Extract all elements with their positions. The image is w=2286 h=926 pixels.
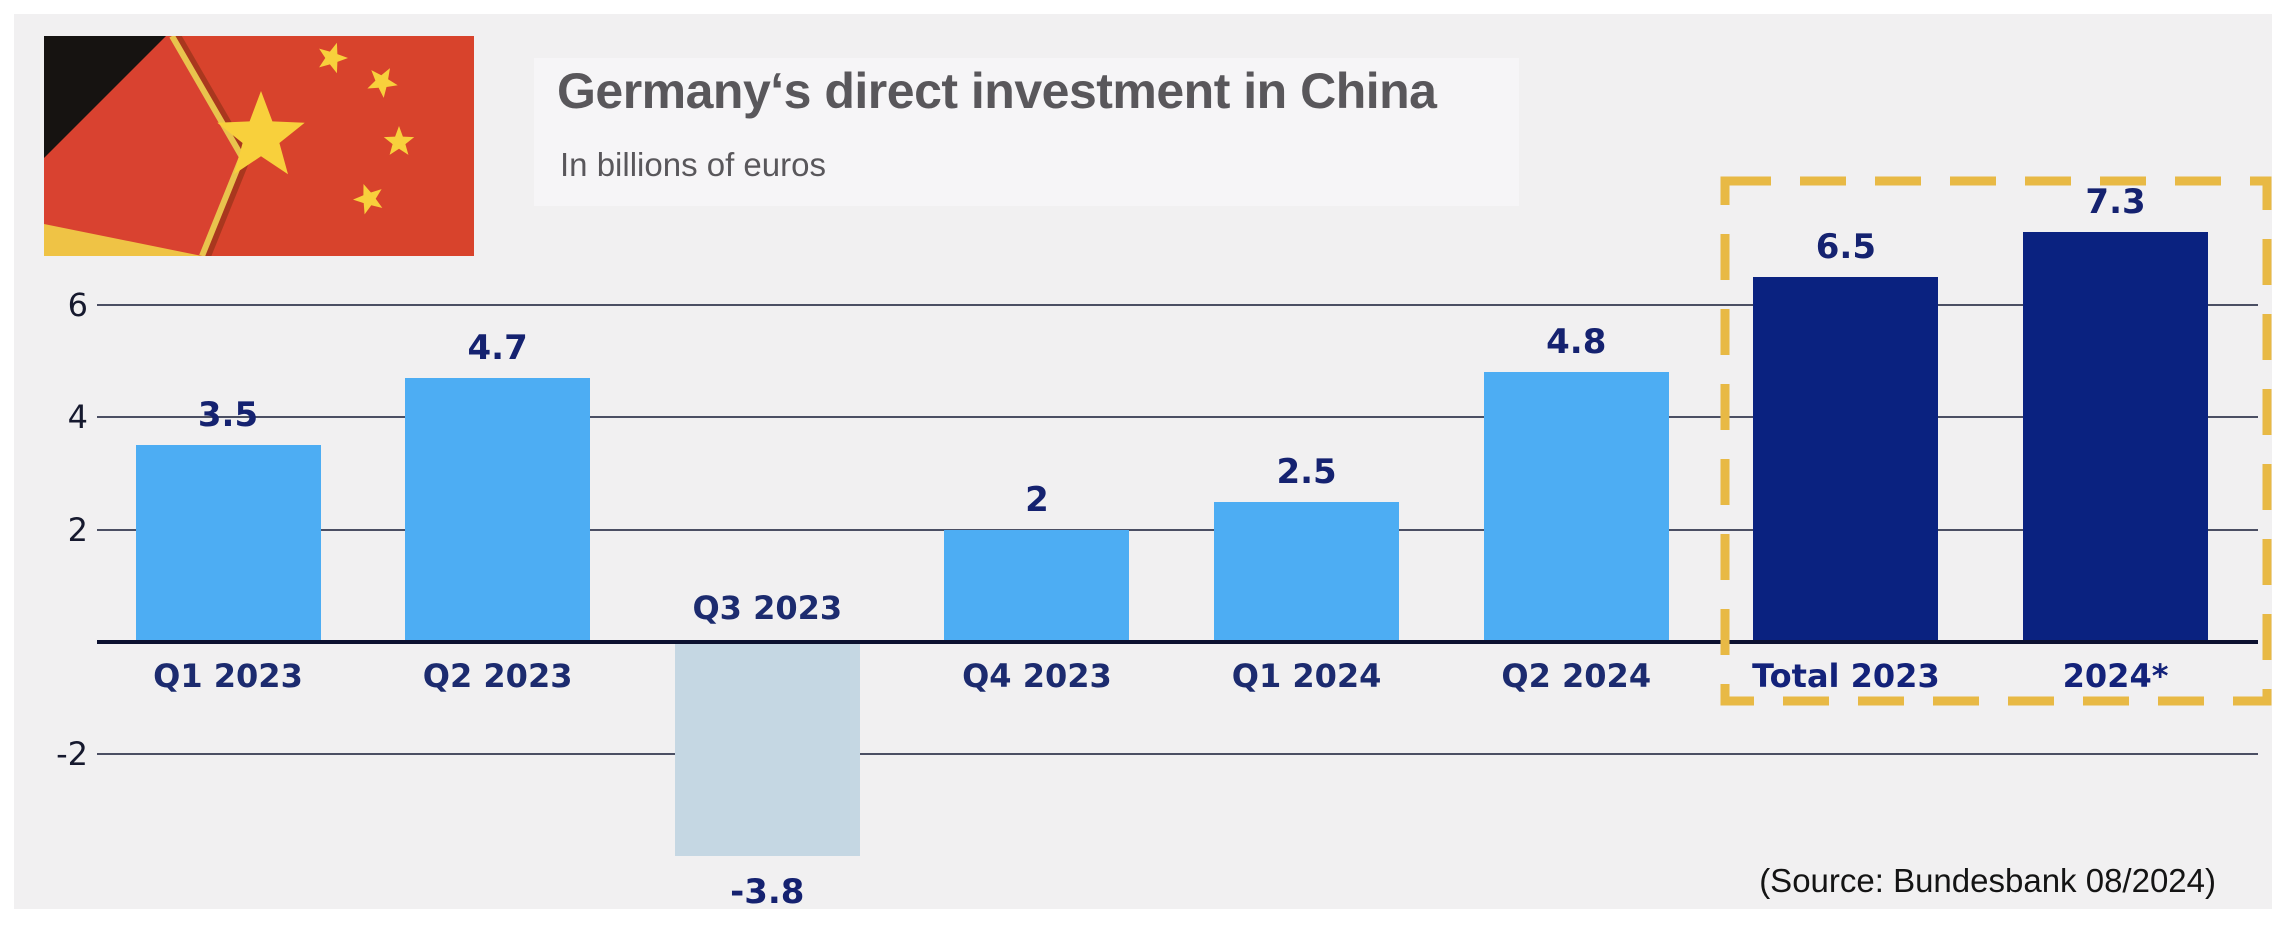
bar-value-label: -3.8 <box>730 871 805 912</box>
china-flag-small-star <box>319 42 348 74</box>
germany-flag-black-band <box>44 36 166 158</box>
bar-category-label: Total 2023 <box>1752 657 1940 695</box>
infographic-canvas: Germany‘s direct investment in China In … <box>14 14 2272 912</box>
bar-q2-2023 <box>405 377 591 642</box>
bar-value-label: 4.8 <box>1546 322 1607 363</box>
bar-value-label: 7.3 <box>2085 181 2146 222</box>
y-axis-tick-label: 2 <box>67 510 88 549</box>
bar-q1-2024 <box>1214 501 1400 642</box>
bar-total-2023 <box>1753 276 1939 642</box>
china-flag-small-star <box>383 126 415 155</box>
page-title: Germany‘s direct investment in China <box>557 63 1437 119</box>
source-note: (Source: Bundesbank 08/2024) <box>1759 862 2216 899</box>
x-axis-line <box>97 640 2258 644</box>
bar-q1-2023 <box>135 445 321 642</box>
germany-flag-gold-band <box>44 224 202 256</box>
grid-line-y2 <box>97 528 2258 531</box>
bar-category-label: Q1 2024 <box>1231 657 1382 695</box>
y-axis-tick-label: 6 <box>67 285 88 324</box>
grid-line-y-2 <box>97 753 2258 756</box>
y-axis-tick-label: -2 <box>56 735 88 774</box>
bar-value-label: 2.5 <box>1276 451 1337 492</box>
bar-value-label: 3.5 <box>197 395 259 436</box>
bar-category-label: Q3 2023 <box>692 589 843 627</box>
bar-q2-2024 <box>1483 372 1669 642</box>
title-panel <box>534 58 1519 206</box>
page-subtitle: In billions of euros <box>560 146 826 183</box>
bar-value-label: 2 <box>1025 479 1049 520</box>
germany-china-flag-image <box>44 36 474 256</box>
grid-line-y6 <box>97 303 2258 306</box>
china-flag-large-star <box>217 91 305 175</box>
bar-value-label: 6.5 <box>1815 226 1876 267</box>
bar-q3-2023 <box>674 642 860 856</box>
bar-category-label: 2024* <box>2062 657 2169 695</box>
china-flag-small-star <box>367 68 398 98</box>
bar-category-label: Q1 2023 <box>153 657 303 695</box>
bar-value-label: 4.7 <box>467 327 528 368</box>
y-axis-tick-label: 4 <box>67 398 88 437</box>
bar-category-label: Q2 2024 <box>1501 657 1652 695</box>
bar-2024- <box>2023 231 2209 642</box>
bar-category-label: Q2 2023 <box>422 657 573 695</box>
bar-category-label: Q4 2023 <box>962 657 1112 695</box>
grid-line-y4 <box>97 416 2258 419</box>
china-flag-small-star <box>353 184 383 215</box>
bar-q4-2023 <box>944 529 1130 642</box>
